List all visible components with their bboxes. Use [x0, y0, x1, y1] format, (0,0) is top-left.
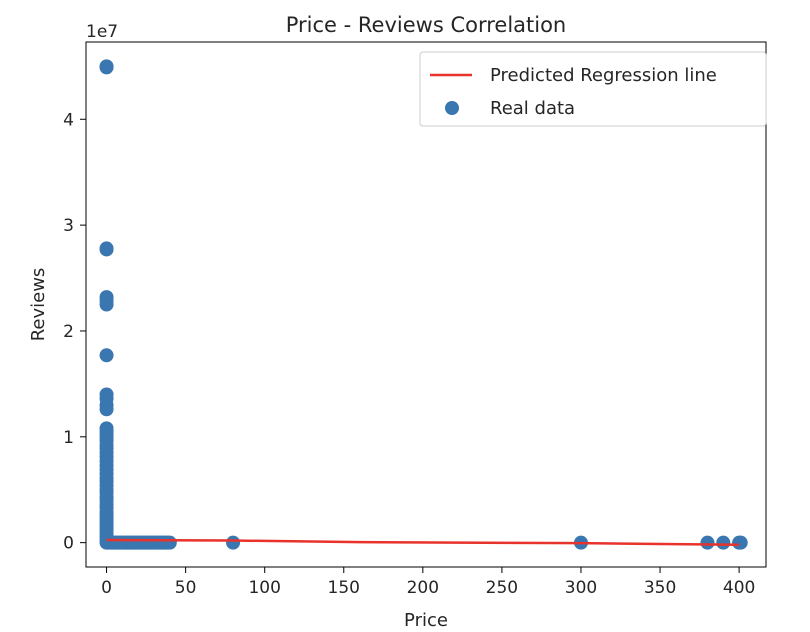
legend-box: [419, 51, 767, 127]
x-tick-label-3: 150: [328, 578, 360, 598]
x-tick-label-4: 200: [407, 578, 439, 598]
x-tick-label-6: 300: [565, 578, 597, 598]
y-tick-label-4: 4: [63, 110, 74, 130]
data-point-1: [99, 60, 114, 75]
regression-line: [106, 538, 740, 547]
data-point-87: [700, 535, 715, 550]
data-point-6: [99, 297, 114, 312]
data-point-88: [716, 535, 731, 550]
x-tick-label-7: 350: [644, 578, 676, 598]
x-tick-label-2: 100: [248, 578, 280, 598]
y-tick-label-0: 0: [63, 534, 74, 554]
plot-area: [99, 59, 748, 550]
legend-item-regression-line: Predicted Regression line: [490, 65, 717, 86]
data-point-85: [226, 535, 241, 550]
y-tick-label-3: 3: [63, 216, 74, 236]
x-tick-label-1: 50: [175, 578, 197, 598]
x-tick-label-5: 250: [486, 578, 518, 598]
x-tick-label-8: 400: [723, 578, 755, 598]
y-tick-label-2: 2: [63, 322, 74, 342]
chart-title: Price - Reviews Correlation: [286, 13, 567, 37]
y-tick-label-1: 1: [63, 428, 74, 448]
y-axis-label: Reviews: [28, 268, 49, 342]
legend-point-swatch: [445, 101, 459, 115]
x-tick-label-0: 0: [101, 578, 112, 598]
data-point-84: [162, 535, 177, 550]
legend: Predicted Regression line Real data: [419, 51, 767, 127]
y-axis-offset-label: 1e7: [86, 22, 118, 42]
x-axis-label: Price: [404, 610, 448, 631]
plot-frame: [85, 41, 767, 568]
legend-item-real-data: Real data: [490, 98, 575, 119]
axis-ticks: 0 50 100 150 200 250 300 350 400 0 1 2 3 4: [63, 110, 755, 598]
data-point-90: [733, 535, 748, 550]
data-point-7: [99, 348, 114, 363]
data-point-3: [99, 242, 114, 257]
data-point-11: [99, 402, 114, 417]
